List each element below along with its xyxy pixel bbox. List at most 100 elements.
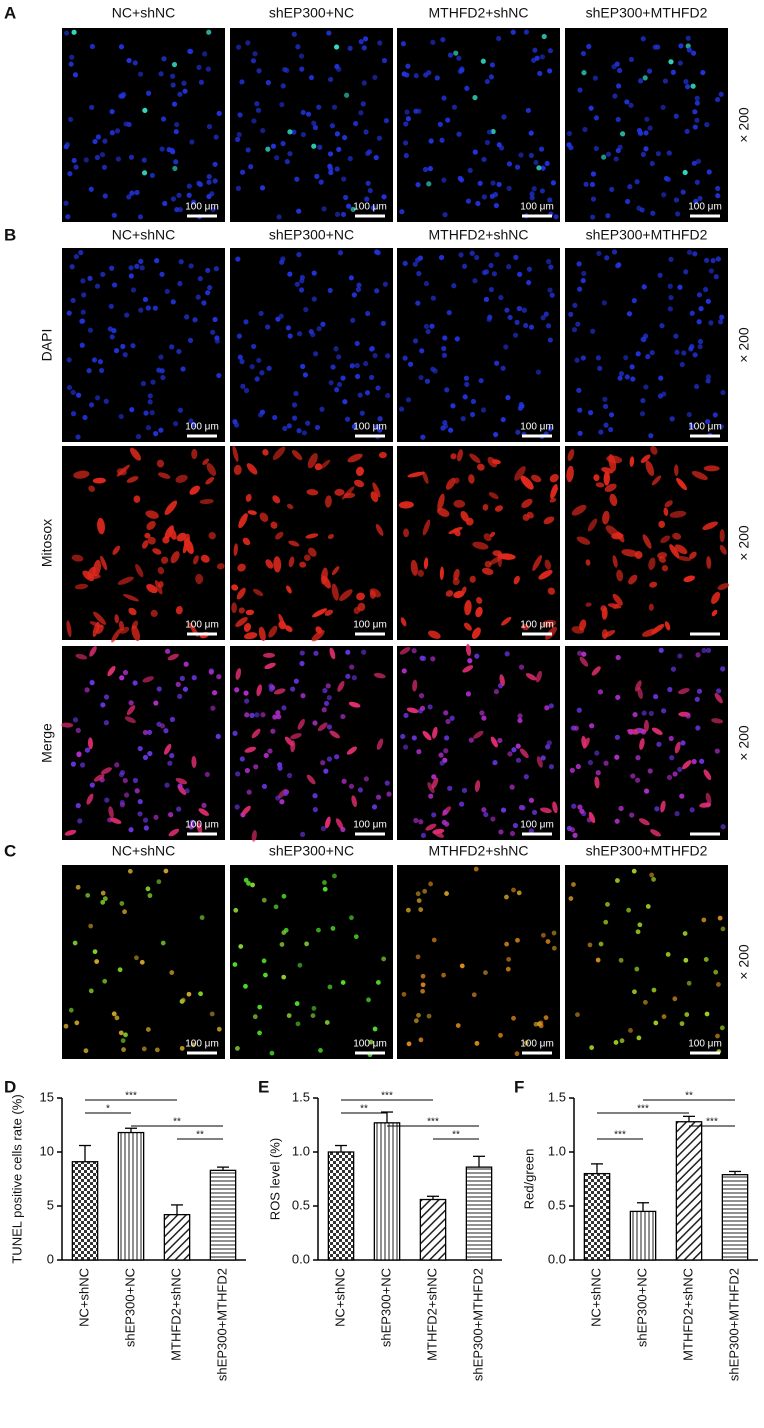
cell <box>337 681 345 692</box>
scale-bar-label: 100 μm <box>185 202 219 213</box>
cell <box>375 794 382 800</box>
cell <box>175 681 181 688</box>
cell <box>459 177 465 183</box>
cell <box>456 131 462 137</box>
cell <box>349 915 354 921</box>
cell <box>126 194 132 200</box>
cell <box>334 387 340 393</box>
cell <box>364 196 370 202</box>
bar <box>419 1198 447 1261</box>
cell <box>236 333 243 339</box>
cell <box>195 294 201 300</box>
cell <box>169 344 175 350</box>
cell <box>215 733 221 740</box>
cell <box>111 212 117 218</box>
cell <box>645 354 651 360</box>
cell <box>122 352 128 358</box>
cell <box>334 754 340 760</box>
cell <box>538 569 553 580</box>
cell <box>257 1004 263 1010</box>
cell <box>158 427 164 433</box>
cell <box>66 357 72 363</box>
panel-letter: E <box>258 1077 269 1096</box>
cell <box>430 656 436 662</box>
cell <box>328 169 334 176</box>
cell <box>156 686 162 692</box>
cell <box>418 819 424 825</box>
cell <box>363 776 370 782</box>
cell <box>244 746 257 753</box>
cell <box>441 352 448 358</box>
cell <box>399 209 405 215</box>
cell <box>239 79 245 85</box>
cell <box>92 949 98 955</box>
cell <box>71 29 77 35</box>
cell <box>494 360 500 366</box>
cell <box>296 428 302 434</box>
cell <box>261 958 267 964</box>
cell <box>191 675 197 681</box>
cell <box>509 830 516 837</box>
cell <box>175 777 188 785</box>
cell <box>667 306 673 312</box>
cell <box>595 957 601 963</box>
cell <box>515 429 521 435</box>
cell <box>358 39 364 45</box>
cell <box>660 104 666 111</box>
micrograph-bg <box>230 865 393 1059</box>
cell <box>164 782 170 788</box>
scale-bar-label: 100 μm <box>353 202 387 213</box>
cell <box>314 424 321 431</box>
cell <box>123 1032 128 1038</box>
cell <box>68 116 74 122</box>
cell <box>590 328 596 334</box>
cell <box>127 868 133 874</box>
cell <box>258 310 264 317</box>
y-tick-label: 0.0 <box>292 1251 310 1266</box>
panel-letter: A <box>4 3 16 22</box>
cell <box>201 802 207 808</box>
cell <box>431 937 437 943</box>
cell <box>619 1038 625 1044</box>
cell <box>154 258 160 264</box>
cell <box>518 664 525 670</box>
cell <box>612 93 618 99</box>
cell <box>696 319 702 325</box>
cell <box>114 614 119 624</box>
cell <box>588 811 596 824</box>
bar <box>721 1174 749 1261</box>
cell <box>129 407 135 413</box>
column-header: shEP300+NC <box>269 843 354 859</box>
cell <box>122 669 129 676</box>
cell <box>714 693 723 704</box>
cell <box>246 880 251 886</box>
cell <box>291 129 297 135</box>
cell <box>720 666 726 672</box>
cell <box>134 263 140 269</box>
cell <box>186 192 192 198</box>
cell <box>658 520 666 528</box>
cell <box>350 317 356 323</box>
cell <box>170 82 176 88</box>
cell <box>518 401 524 408</box>
micrograph-bg <box>230 28 393 222</box>
cell <box>461 263 468 269</box>
cell <box>245 40 251 46</box>
cell <box>365 180 371 186</box>
cell <box>321 707 327 713</box>
cell <box>164 288 170 295</box>
significance-label: ** <box>196 1130 204 1141</box>
cell <box>625 198 631 205</box>
cell <box>491 271 498 277</box>
cell <box>346 203 352 209</box>
cell <box>274 155 280 161</box>
cell <box>310 1013 316 1019</box>
cell <box>398 501 414 509</box>
cell <box>628 574 638 585</box>
cell <box>347 45 353 51</box>
cell <box>282 425 288 432</box>
cell <box>312 125 319 131</box>
cell <box>117 967 123 973</box>
cell <box>614 754 620 760</box>
cell <box>711 591 721 604</box>
